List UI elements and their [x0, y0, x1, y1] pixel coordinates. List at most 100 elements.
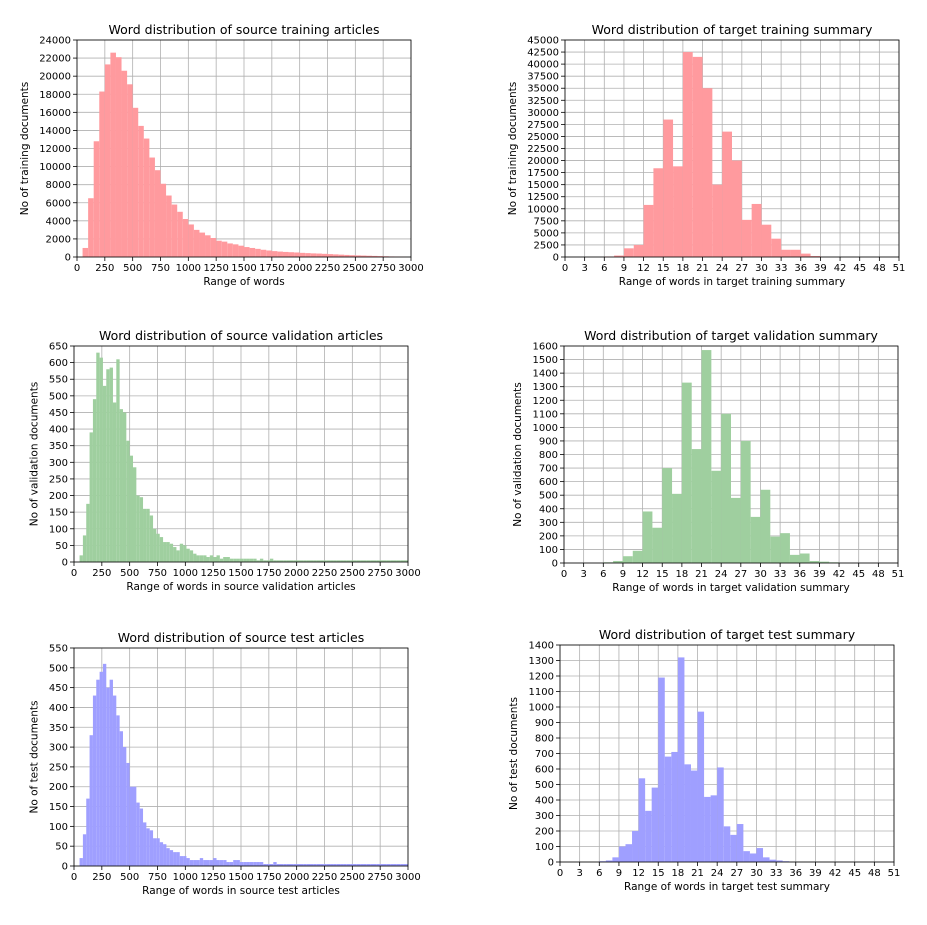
histogram-bar	[742, 220, 752, 257]
histogram-bar	[200, 555, 203, 562]
y-tick-label: 35000	[527, 84, 559, 95]
histogram-bar	[105, 64, 111, 257]
histogram-bar	[704, 797, 711, 862]
histogram-bar	[791, 250, 801, 257]
histogram-bar	[240, 862, 243, 866]
histogram-bar	[682, 383, 692, 563]
histogram-bar	[255, 249, 261, 257]
histogram-bar	[146, 828, 149, 866]
histogram-bar	[612, 857, 619, 862]
histogram-bar	[176, 550, 179, 562]
histogram-bar	[183, 219, 189, 257]
x-tick-label: 1750	[256, 568, 281, 579]
histogram-bar	[120, 409, 123, 562]
histogram-bar	[244, 247, 250, 257]
y-tick-label: 400	[49, 425, 68, 436]
x-tick-label: 750	[151, 263, 170, 274]
histogram-bar	[127, 84, 133, 257]
histogram-bar	[220, 559, 223, 562]
histogram-bar	[180, 544, 183, 562]
y-tick-label: 1300	[533, 382, 558, 393]
histogram-bar	[96, 353, 99, 562]
histogram-bar	[90, 432, 93, 562]
histogram-bar	[96, 680, 99, 866]
x-tick-label: 3000	[395, 568, 420, 579]
x-tick-label: 3	[581, 263, 587, 274]
x-tick-label: 42	[833, 569, 846, 580]
histogram-bar	[217, 860, 220, 866]
x-axis-label: Range of words in target test summary	[624, 881, 830, 893]
histogram-bar	[150, 515, 153, 562]
x-tick-label: 51	[888, 868, 901, 879]
histogram-bar	[311, 253, 317, 257]
chart-title: Word distribution of source training art…	[109, 22, 380, 37]
histogram-bar	[116, 359, 119, 562]
y-tick-label: 500	[539, 491, 558, 502]
x-tick-label: 36	[793, 569, 806, 580]
histogram-bar	[133, 108, 139, 257]
y-tick-label: 1400	[529, 641, 554, 652]
histogram-bar	[743, 851, 750, 862]
histogram-bar	[106, 369, 109, 562]
histogram-bar	[800, 554, 810, 563]
histogram-bar	[294, 252, 300, 257]
histogram-bar	[143, 509, 146, 562]
y-axis-label: No of validation documents	[28, 382, 40, 527]
y-tick-label: 45000	[527, 36, 559, 47]
histogram-bar	[663, 120, 673, 257]
x-tick-label: 250	[92, 872, 111, 883]
histogram-bar	[180, 856, 183, 866]
y-tick-label: 650	[49, 342, 68, 353]
histogram-bar	[106, 688, 109, 866]
histogram-bar	[801, 254, 811, 257]
histogram-bar	[188, 224, 194, 257]
histogram-bar	[760, 490, 770, 563]
y-tick-label: 20000	[39, 72, 71, 83]
histogram-bar	[233, 244, 239, 257]
histogram-bar	[116, 57, 122, 257]
x-tick-label: 2250	[315, 263, 340, 274]
histogram-bar	[80, 858, 83, 866]
x-tick-label: 12	[632, 868, 645, 879]
histogram-bar	[153, 529, 156, 562]
histogram-bar	[277, 252, 283, 257]
histogram-bar	[257, 862, 260, 866]
y-tick-label: 0	[548, 858, 554, 869]
histogram-bar	[143, 822, 146, 866]
y-tick-label: 37500	[527, 72, 559, 83]
x-axis-label: Range of words in target validation summ…	[612, 582, 849, 594]
y-tick-label: 1500	[533, 355, 558, 366]
histogram-bar	[200, 858, 203, 866]
y-tick-label: 5000	[534, 228, 559, 239]
x-tick-label: 0	[74, 263, 80, 274]
y-tick-label: 0	[552, 559, 558, 570]
histogram-bar	[100, 672, 103, 866]
y-tick-label: 600	[539, 477, 558, 488]
y-tick-label: 22500	[527, 144, 559, 155]
y-tick-label: 42500	[527, 48, 559, 59]
histogram-bar	[737, 824, 744, 862]
y-tick-label: 27500	[527, 120, 559, 131]
x-tick-label: 0	[562, 263, 568, 274]
x-tick-label: 1500	[228, 568, 253, 579]
y-tick-label: 1000	[529, 703, 554, 714]
x-tick-label: 48	[868, 868, 881, 879]
x-tick-label: 1000	[173, 568, 198, 579]
histogram-bar	[83, 834, 86, 866]
histogram-bar	[123, 412, 126, 562]
histogram-bar	[233, 559, 236, 562]
histogram-bar	[243, 559, 246, 562]
histogram-bar	[86, 799, 89, 866]
x-tick-label: 500	[120, 568, 139, 579]
histogram-bar	[253, 862, 256, 866]
y-tick-label: 700	[535, 749, 554, 760]
histogram-bar	[633, 551, 643, 563]
y-tick-label: 300	[49, 743, 68, 754]
y-tick-label: 1100	[533, 409, 558, 420]
x-tick-label: 27	[730, 868, 743, 879]
histogram-bar	[230, 862, 233, 866]
x-tick-label: 45	[852, 569, 865, 580]
histogram-bar	[172, 205, 178, 257]
histogram-bar	[190, 550, 193, 562]
